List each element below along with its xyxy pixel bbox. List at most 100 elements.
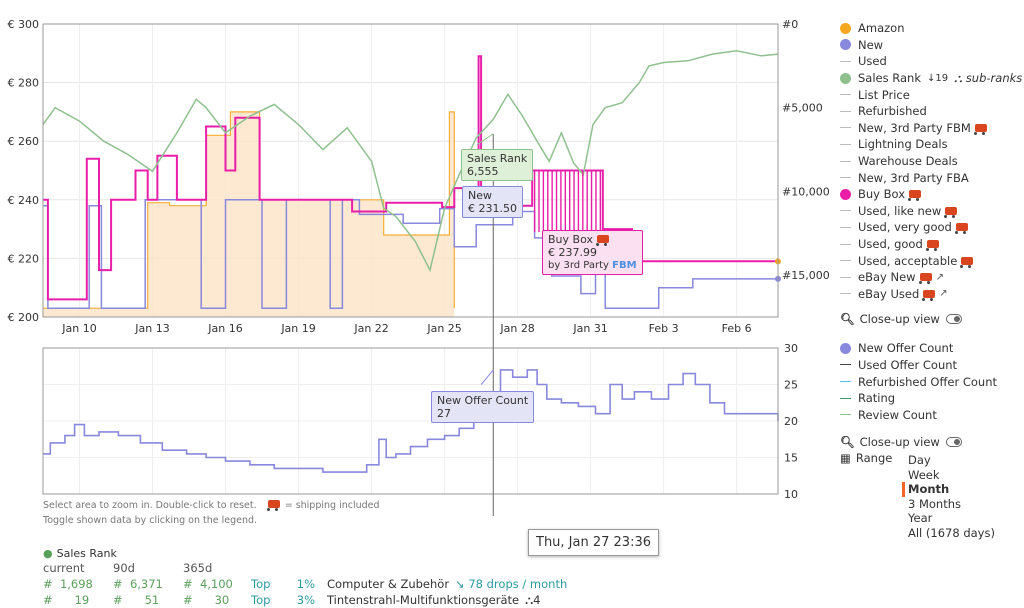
legend-label: Review Count [858,407,937,422]
y-left-tick-label: € 300 [8,18,40,31]
sub-ranks-link[interactable]: ⛬ sub-ranks [954,70,1023,85]
legend-dot-icon [840,39,851,51]
range-option-all-1678-days-[interactable]: All (1678 days) [908,526,995,541]
x-tick-label: Feb 6 [722,322,752,335]
info-toggle: Toggle shown data by clicking on the leg… [43,515,258,526]
legend-label: Used, like new [858,203,942,218]
main-chart-axes: € 200 € 220 € 240 € 260 € 280 € 300 #0 #5,000 #1… [8,18,830,335]
x-tick-label: Jan 19 [280,322,315,335]
legend-item-amazon[interactable]: Amazon [840,20,1024,37]
hierarchy-icon: ⛬ [525,592,534,607]
truck-icon [954,223,968,235]
category-link[interactable]: Computer & Zubehör [327,577,450,591]
legend-dot-icon [840,188,851,200]
legend-item-sales-rank[interactable]: Sales Rank ↓19 ⛬ sub-ranks [840,70,1024,87]
legend-dash-icon [840,94,851,96]
legend-dash-icon [840,177,851,179]
legend-item-new-3rd-party-fbm[interactable]: New, 3rd Party FBM [840,120,1024,137]
range-option-month[interactable]: Month [902,482,995,497]
external-link-icon[interactable]: ↗ [939,288,948,300]
truck-icon [918,273,932,285]
series-line-new-offer-count [43,369,779,473]
tooltip-buy-box: Buy Box € 237.99 by 3rd Party FBM [542,230,643,275]
legend-dash-icon [840,226,851,228]
closeup-label: Close-up view [859,312,940,327]
legend-dash-icon [840,143,851,145]
range-options: Day Week Month 3 Months Year All (1678 days) [902,451,995,541]
y-left-tick-label: € 260 [8,135,40,148]
sales-rank-stats: ● Sales Rank current 90d 365d # 1,698 # 6… [43,546,568,608]
range-option-day[interactable]: Day [908,453,931,468]
offer-chart-grid [43,347,778,495]
legend-label: List Price [858,87,910,102]
x-tick-label: Feb 3 [649,322,679,335]
legend-label: Rating [858,391,896,406]
y-left-tick-label: € 240 [8,194,40,207]
y-left-tick-label: € 280 [8,77,40,90]
legend-label: Sales Rank [858,71,921,86]
truck-icon [960,256,974,268]
legend-item-ebay-used[interactable]: eBay Used ↗ [840,286,1024,303]
legend-dash-icon [840,414,851,416]
legend-item-ebay-new[interactable]: eBay New ↗ [840,269,1024,286]
closeup-toggle-2[interactable]: 🔍︎ Close-up view [840,433,1024,451]
legend-label: Warehouse Deals [858,154,958,169]
y-right-tick-label: #15,000 [782,269,830,282]
main-chart-border [42,23,779,318]
legend-dash-icon [840,243,851,245]
legend-item-list-price[interactable]: List Price [840,86,1024,103]
range-option-week[interactable]: Week [908,467,940,482]
legend-label: New Offer Count [858,341,954,356]
truck-icon [595,235,609,246]
legend-item-used-offer-count[interactable]: Used Offer Count [840,357,1024,374]
legend-item-review-count[interactable]: Review Count [840,406,1024,423]
legend-item-warehouse-deals[interactable]: Warehouse Deals [840,153,1024,170]
truck-icon [925,240,939,252]
x-tick-label: Jan 10 [61,322,96,335]
main-chart-frame [42,23,779,318]
legend-dot-icon [840,342,851,354]
legend-item-used-like-new[interactable]: Used, like new [840,203,1024,220]
legend-dash-icon [840,127,851,129]
x-tick-label: Jan 31 [572,322,607,335]
range-option-year[interactable]: Year [908,511,933,526]
legend-label: eBay New [858,270,916,285]
legend-label: Refurbished [858,104,927,119]
legend-item-rating[interactable]: Rating [840,390,1024,407]
closeup-toggle[interactable]: 🔍︎ Close-up view [840,310,1024,328]
stats-row-main: # 1,698 # 6,371 # 4,100 Top 1% Computer … [43,577,568,591]
x-tick-label: Jan 13 [134,322,169,335]
sort-icon[interactable]: ↓19 [927,72,949,84]
calendar-icon: ▦ [840,451,851,466]
external-link-icon[interactable]: ↗ [935,271,944,283]
legend-item-new-3rd-party-fba[interactable]: New, 3rd Party FBA [840,169,1024,186]
subcategory-link[interactable]: Tintenstrahl-Multifunktionsgeräte [327,593,520,607]
legend-dot-icon [840,72,851,84]
y-right-tick-label: 20 [784,415,798,428]
legend-item-refurbished-offer-count[interactable]: Refurbished Offer Count [840,373,1024,390]
x-tick-label: Jan 22 [353,322,388,335]
legend-item-new[interactable]: New [840,37,1024,54]
series-line-amazon [43,111,455,309]
legend-item-used-good[interactable]: Used, good [840,236,1024,253]
legend-item-used-very-good[interactable]: Used, very good [840,219,1024,236]
legend-item-refurbished[interactable]: Refurbished [840,103,1024,120]
range-selector: ▦ Range Day Week Month 3 Months Year All (167… [840,451,1024,541]
offer-chart-border [42,347,779,495]
tooltip-new-offer-count: New Offer Count 27 [431,391,535,423]
range-option-3-months[interactable]: 3 Months [908,496,962,511]
legend-item-lightning-deals[interactable]: Lightning Deals [840,136,1024,153]
y-right-tick-label: 25 [784,379,798,392]
legend-item-new-offer-count[interactable]: New Offer Count [840,340,1024,357]
stats-row-sub: # 19 # 51 # 30 Top 3% Tintenstrahl-Multi… [43,592,541,608]
legend-item-used-acceptable[interactable]: Used, acceptable [840,252,1024,269]
legend-label: Used, acceptable [858,253,958,268]
x-tick-label: Jan 16 [207,322,242,335]
y-left-tick-label: € 220 [8,252,40,265]
legend-item-used[interactable]: Used [840,53,1024,70]
legend-item-buy-box[interactable]: Buy Box [840,186,1024,203]
y-right-tick-label: 10 [784,488,798,501]
y-left-tick-label: € 200 [8,311,40,324]
drops-link[interactable]: ↘ 78 drops / month [455,577,568,591]
legend-dash-icon [840,60,851,62]
